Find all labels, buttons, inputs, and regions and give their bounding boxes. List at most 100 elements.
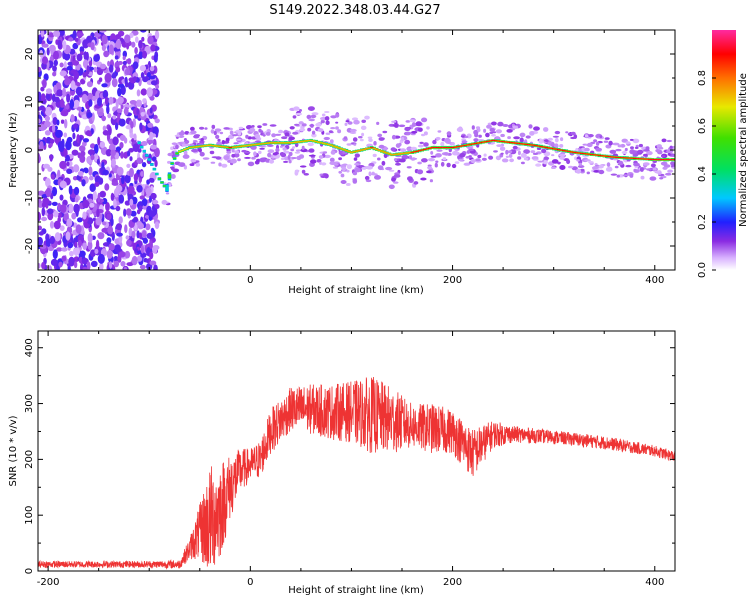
halo-cell [652,160,657,163]
noise-cell [50,174,55,180]
noise-cell [118,251,126,258]
noise-cell [149,66,155,72]
ridge-cell [428,147,432,149]
noise-cell [145,258,149,263]
noise-cell [148,177,155,183]
noise-cell [89,183,96,192]
halo-cell [529,131,535,136]
noise-cell [115,34,121,40]
halo-cell [352,171,358,176]
halo-cell [244,156,251,159]
halo-cell [287,154,291,160]
halo-cell [419,141,424,144]
halo-cell [616,174,620,178]
ridge-cell [367,147,371,149]
noise-cell [118,194,125,204]
ridge-cell [607,156,612,157]
ridge-cell [650,159,654,160]
noise-cell [149,251,154,260]
noise-cell [68,256,75,267]
noise-cell [63,211,69,222]
noise-cell [77,170,84,177]
halo-cell [635,144,639,148]
ridge-cell [521,143,526,145]
ridge-cell [387,153,392,155]
halo-cell [559,165,566,170]
ridge-cell [574,152,579,154]
halo-cell [477,154,482,159]
halo-cell [560,137,564,142]
halo-cell [411,157,416,161]
noise-cell [87,149,95,156]
ridge-cell [461,145,465,147]
halo-cell [509,149,517,155]
halo-cell [346,164,352,170]
noise-cell [126,163,131,168]
halo-cell [658,146,664,150]
ridge-cell [481,141,485,143]
ridge-cell [468,144,472,145]
halo-cell [229,130,234,136]
ridge-cell [172,157,177,160]
ridge-cell [486,140,490,142]
halo-cell [501,158,509,163]
ridge-cell [160,181,164,184]
halo-cell [440,161,445,167]
noise-cell [108,44,114,55]
ridge-cell [410,152,414,153]
noise-cell [154,159,158,167]
noise-cell [92,190,97,201]
noise-cell [54,232,61,242]
noise-cell [69,250,74,257]
ridge-cell [511,142,515,144]
halo-cell [352,178,358,184]
noise-cell [66,168,73,174]
ridge-cell [658,159,662,161]
noise-cell [94,181,100,187]
ridge-cell [322,142,326,144]
ridge-cell [478,142,483,144]
ridge-cell [241,145,245,147]
halo-cell [547,137,553,141]
ridge-cell [640,158,644,160]
noise-cell [101,44,106,52]
noise-cell [149,260,157,266]
noise-cell [41,202,47,208]
noise-cell [111,72,117,79]
halo-cell [262,123,268,126]
noise-cell [101,83,108,88]
ridge-cell [279,142,283,144]
noise-cell [130,121,134,129]
noise-cell [123,266,128,270]
ridge-cell [663,159,667,160]
halo-cell [332,166,339,169]
noise-cell [107,225,114,235]
halo-cell [294,169,300,173]
halo-cell [428,158,435,162]
halo-cell [258,150,262,155]
halo-cell [604,137,610,140]
ridge-cell [413,151,417,153]
halo-cell [629,173,634,178]
halo-cell [377,133,383,138]
halo-cell [617,144,623,148]
ridge-cell [420,149,424,151]
halo-cell [281,157,285,161]
ridge-cell [140,145,144,149]
noise-cell [124,34,131,43]
halo-cell [567,132,572,136]
ridge-cell [296,141,301,143]
noise-cell [153,53,158,63]
halo-cell [436,149,443,152]
ridge-cell [382,151,387,153]
halo-cell [470,158,476,164]
ridge-cell [226,146,230,148]
halo-cell [247,161,255,167]
halo-cell [576,159,580,162]
ridge-cell [352,151,356,153]
halo-cell [174,134,181,137]
noise-cell [99,262,104,270]
noise-cell [57,39,62,50]
ridge-cell [397,153,402,155]
